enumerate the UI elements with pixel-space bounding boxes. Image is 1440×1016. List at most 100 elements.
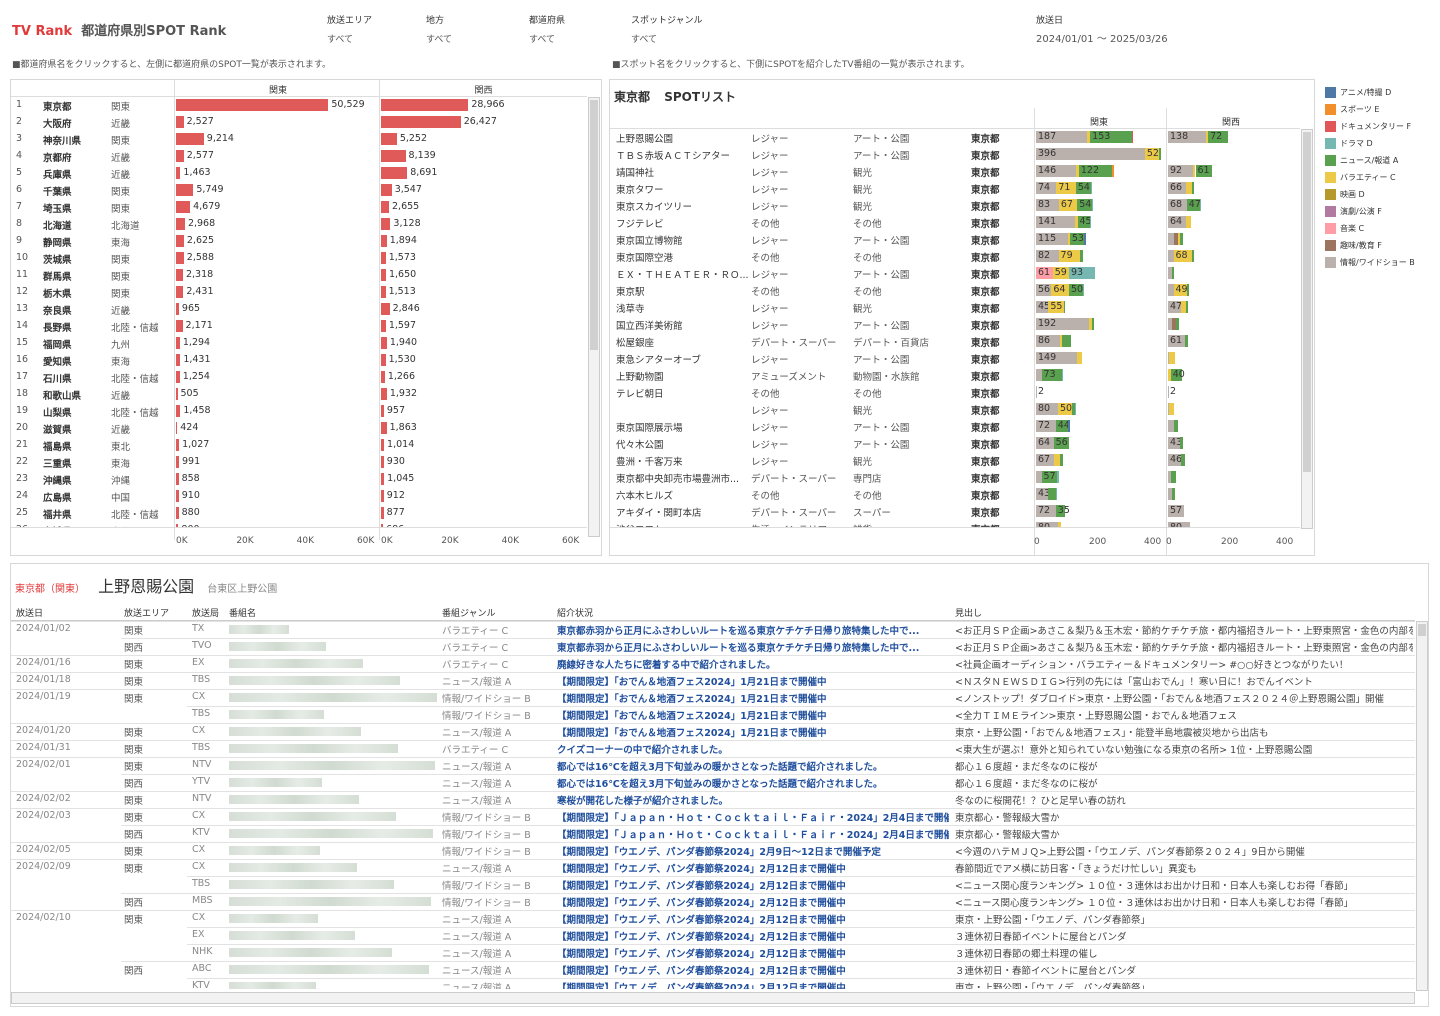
spot-row[interactable]: レジャー 観光 東京都 80 50 [610,401,1300,418]
intro-status[interactable]: 都心では16℃を超え3月下旬並みの暖かさとなった話題で紹介されました。 [557,762,883,773]
genre-segment[interactable] [1168,454,1181,466]
genre-segment[interactable] [1192,250,1195,262]
genre-segment[interactable] [1036,131,1088,143]
genre-segment[interactable] [1036,165,1077,177]
legend-item[interactable]: アニメ/特撮 D [1325,82,1391,101]
kanto-bar[interactable] [176,184,194,196]
table-row[interactable]: 2024/01/31 関東 TBS バラエティー C クイズコーナーの中で紹介されました… [11,740,1415,757]
spot-row[interactable]: 豊洲・千客万来 レジャー 観光 東京都 67 46 [610,452,1300,469]
genre-segment[interactable] [1053,437,1069,449]
date-filter-value[interactable]: 2024/01/01 〜 2025/03/26 [1036,34,1168,45]
genre-segment[interactable] [1176,318,1179,330]
genre-segment[interactable] [1047,488,1057,500]
genre-segment[interactable] [1036,437,1054,449]
genre-segment[interactable] [1168,352,1170,364]
genre-segment[interactable] [1036,454,1055,466]
spot-name[interactable]: フジテレビ [616,219,664,230]
pref-row[interactable]: 4 京都府 近畿 2,577 8,139 [11,148,587,165]
pref-row[interactable]: 8 北海道 北海道 2,968 3,128 [11,216,587,233]
table-row[interactable]: 2024/02/03 関東 CX 情報/ワイドショー B 【期間限定】「Ｊａｐａｎ・Ｈｏ… [11,808,1415,825]
col-header[interactable]: 見出し [955,609,983,619]
legend-item[interactable]: ドラマ D [1325,133,1373,152]
pref-row[interactable]: 21 福島県 東北 1,027 1,014 [11,437,587,454]
legend-item[interactable]: ニュース/報道 A [1325,150,1398,169]
kansai-bar[interactable] [381,507,384,519]
genre-segment[interactable] [1055,505,1066,517]
genre-segment[interactable] [1168,182,1187,194]
table-row[interactable]: TBS 情報/ワイドショー B 【期間限定】「ウエノデ、パンダ春節祭2024」2月1… [11,876,1415,893]
kansai-bar[interactable] [381,354,386,366]
pref-name[interactable]: 静岡県 [43,238,72,249]
kanto-bar[interactable] [176,150,184,162]
detail-scrollbar-v[interactable] [1416,621,1428,991]
table-row[interactable]: 2024/01/02 関東 TX バラエティー C 東京都赤羽から正月にふさわしいルート… [11,621,1415,638]
table-row[interactable]: 2024/02/01 関東 NTV ニュース/報道 A 都心では16℃を超え3月下旬並み… [11,757,1415,774]
col-header[interactable]: 放送局 [192,609,220,619]
genre-segment[interactable] [1180,233,1184,245]
genre-segment[interactable] [1054,454,1060,466]
intro-status[interactable]: 【期間限定】「ウエノデ、パンダ春節祭2024」2月12日まで開催中 [557,881,846,892]
genre-segment[interactable] [1069,233,1085,245]
genre-segment[interactable] [1170,369,1182,381]
genre-segment[interactable] [1080,250,1084,262]
legend-item[interactable]: 演劇/公演 F [1325,201,1382,220]
genre-segment[interactable] [1168,369,1171,381]
pref-name[interactable]: 三重県 [43,459,72,470]
genre-segment[interactable] [1036,182,1057,194]
kanto-bar[interactable] [176,286,184,298]
genre-segment[interactable] [1173,250,1193,262]
kansai-bar[interactable] [381,388,387,400]
intro-status[interactable]: 【期間限定】「おでん＆地酒フェス2024」1月21日まで開催中 [557,728,827,739]
filter-4[interactable]: スポットジャンル すべて [631,13,703,45]
spot-name[interactable]: 国立西洋美術館 [616,321,683,332]
spot-row[interactable]: 渋谷ロフト 生活・インテリア 雑貨 東京都 80 80 [610,520,1300,527]
genre-segment[interactable] [1036,403,1058,415]
kanto-bar[interactable] [176,116,184,128]
genre-segment[interactable] [1071,403,1075,415]
kansai-bar[interactable] [381,235,387,247]
kanto-bar[interactable] [176,354,181,366]
pref-name[interactable]: 石川県 [43,374,72,385]
kanto-bar[interactable] [176,371,180,383]
pref-row[interactable]: 24 広島県 中国 910 912 [11,488,587,505]
genre-segment[interactable] [1092,199,1094,211]
date-filter[interactable]: 放送日 2024/01/01 〜 2025/03/26 [1036,13,1168,45]
genre-segment[interactable] [1058,522,1061,527]
pref-name[interactable]: 埼玉県 [43,204,72,215]
intro-status[interactable]: 寒桜が開花した様子が紹介されました。 [557,796,729,807]
spot-list-scrollbar[interactable] [1301,129,1313,529]
col-header[interactable]: 放送日 [16,609,44,619]
genre-segment[interactable] [1036,284,1052,296]
genre-segment[interactable] [1168,522,1190,527]
pref-row[interactable]: 5 兵庫県 近畿 1,463 8,691 [11,165,587,182]
pref-row[interactable]: 6 千葉県 関東 5,749 3,547 [11,182,587,199]
spot-row[interactable]: フジテレビ その他 その他 東京都 141 45 64 [610,214,1300,231]
genre-segment[interactable] [1193,165,1196,177]
kansai-bar[interactable] [381,303,390,315]
pref-name[interactable]: 京都府 [43,153,72,164]
pref-name[interactable]: 東京都 [43,102,72,113]
intro-status[interactable]: 東京都赤羽から正月にふさわしいルートを巡る東京ケチケチ日帰り旅特集した中で... [557,643,920,654]
spot-row[interactable]: 東京駅 その他 その他 東京都 56 64 50 49 [610,282,1300,299]
table-row[interactable]: 2024/02/09 関東 CX ニュース/報道 A 【期間限定】「ウエノデ、パンダ春節… [11,859,1415,876]
kansai-bar[interactable] [381,201,389,213]
legend-item[interactable]: 音楽 C [1325,218,1364,237]
filter-2[interactable]: 地方 すべて [426,13,452,45]
pref-name[interactable]: 山梨県 [43,408,72,419]
genre-segment[interactable] [1195,165,1213,177]
kanto-bar[interactable] [176,269,183,281]
spot-name[interactable]: 松屋銀座 [616,338,655,349]
table-row[interactable]: NHK ニュース/報道 A 【期間限定】「ウエノデ、パンダ春節祭2024」2月12日… [11,944,1415,961]
pref-row[interactable]: 17 石川県 北陸・信越 1,254 1,266 [11,369,587,386]
table-row[interactable]: 2024/02/10 関東 CX ニュース/報道 A 【期間限定】「ウエノデ、パンダ春節… [11,910,1415,927]
table-row[interactable]: 2024/01/18 関東 TBS ニュース/報道 A 【期間限定】「おでん＆地酒フェス… [11,672,1415,689]
genre-segment[interactable] [1067,233,1070,245]
spot-name[interactable]: 渋谷ロフト [616,522,664,527]
genre-segment[interactable] [1036,522,1058,527]
kansai-bar[interactable] [381,371,385,383]
genre-segment[interactable] [1056,182,1076,194]
spot-row[interactable]: ＴＢＳ赤坂ＡＣＴシアター レジャー アート・公園 東京都 396 52 [610,146,1300,163]
pref-name[interactable]: 茨城県 [43,255,72,266]
genre-segment[interactable] [1041,471,1058,483]
col-header[interactable]: 放送エリア [124,609,170,619]
